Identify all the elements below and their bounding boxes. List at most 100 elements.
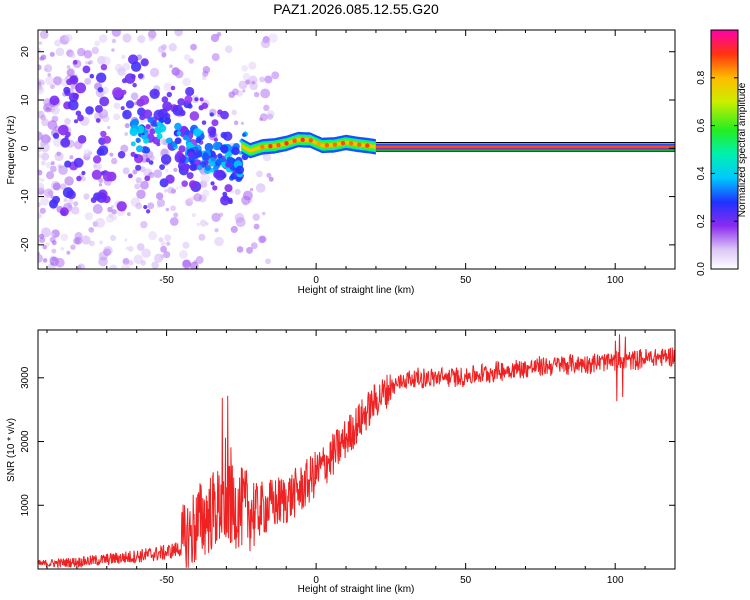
snr-xtick-label-100: 100	[607, 575, 624, 586]
spectrogram-ridge-band	[241, 134, 376, 156]
spectrogram-blob	[176, 130, 181, 136]
spectrogram-blob	[122, 257, 130, 265]
spectrogram-blob	[224, 184, 233, 193]
spectrogram-blob	[135, 137, 141, 143]
spectrogram-blob	[122, 33, 132, 43]
spectrogram-blob	[110, 214, 118, 221]
spectrogram-blob	[163, 188, 168, 193]
spectrogram-blob	[186, 141, 193, 149]
spectrogram-ridge-band	[241, 136, 376, 155]
spectrogram-blob	[69, 52, 76, 59]
spectrogram-blob	[81, 170, 86, 176]
spectrogram-blob	[184, 95, 193, 104]
spectrogram-blob	[100, 63, 108, 71]
spectrogram-blob	[268, 33, 278, 43]
spectrogram-blob	[84, 77, 92, 85]
spectrogram-ytick-label--10: -10	[20, 189, 31, 204]
spectrogram-ytick-label--20: -20	[20, 237, 31, 252]
spectrogram-blob	[204, 164, 211, 171]
spectrogram-blob	[160, 154, 172, 165]
spectrogram-blob	[41, 152, 50, 161]
spectrogram-blob	[46, 171, 55, 180]
spectrogram-blob	[151, 261, 159, 269]
spectrogram-blob	[174, 122, 182, 131]
spectrogram-blob	[195, 137, 202, 144]
spectrogram-blob	[264, 75, 273, 84]
spectrogram-blob	[134, 183, 141, 190]
spectrogram-blob	[83, 149, 92, 158]
spectrogram-blob	[98, 240, 104, 245]
spectrogram-blob	[143, 146, 151, 154]
snr-axes: -50 0 50 100 1000 2000 3000	[20, 330, 676, 586]
spectrogram-blob	[50, 105, 60, 115]
spectrogram-blob	[233, 120, 239, 126]
spectrogram-blob	[38, 152, 42, 159]
spectrogram-blob	[204, 142, 214, 152]
spectrogram-blob	[205, 222, 209, 226]
spectrogram-blob	[159, 164, 165, 171]
spectrogram-blob	[252, 213, 260, 221]
spectrogram-blob	[173, 212, 179, 218]
spectrogram-blob	[73, 59, 78, 65]
spectrogram-blob	[49, 95, 60, 106]
spectrogram-blob	[189, 111, 200, 121]
spectrogram-blob	[103, 135, 112, 144]
spectrogram-blob	[89, 73, 95, 79]
spectrogram-blob	[66, 68, 75, 77]
spectrogram-blob	[49, 256, 60, 267]
spectrogram-blob	[236, 246, 244, 253]
spectrogram-blob	[50, 84, 55, 90]
spectrogram-blob	[240, 121, 244, 125]
spectrogram-blob	[246, 246, 253, 254]
spectrogram-blob	[260, 144, 265, 150]
spectrogram-blob	[151, 121, 157, 127]
spectrogram-blob	[66, 250, 71, 255]
spectrogram-blob	[179, 185, 184, 189]
spectrogram-blob	[131, 118, 140, 127]
spectrogram-blob	[130, 151, 136, 157]
spectrogram-blob	[163, 82, 173, 92]
spectrogram-blob	[107, 125, 111, 130]
spectrogram-blob	[179, 250, 188, 259]
spectrogram-blob	[161, 96, 169, 103]
spectrogram-blob	[211, 119, 219, 127]
spectrogram-blob	[265, 258, 271, 265]
spectrogram-blob	[149, 128, 156, 135]
spectrogram-blob	[122, 109, 132, 120]
snr-ytick-label-3000: 3000	[20, 366, 31, 389]
spectrogram-blob	[77, 135, 87, 144]
spectrogram-blob	[191, 213, 196, 218]
spectrogram-blob	[213, 137, 219, 142]
spectrogram-blob	[136, 243, 145, 251]
spectrogram-blob	[95, 104, 103, 113]
spectrogram-blob	[83, 193, 90, 200]
spectrogram-blob	[230, 225, 238, 234]
spectrogram-blob	[40, 196, 50, 206]
spectrogram-blob	[182, 77, 191, 87]
spectrogram-blob	[63, 198, 68, 202]
figure-title: PAZ1.2026.085.12.55.G20	[273, 1, 439, 17]
spectrogram-blob	[165, 169, 169, 173]
spectrogram-blob	[258, 235, 266, 244]
spectrogram-blob	[199, 97, 204, 102]
spectrogram-blob	[168, 43, 177, 52]
spectrogram-blob	[88, 226, 95, 233]
spectrogram-blob	[214, 236, 224, 247]
spectrogram-blob	[137, 73, 144, 79]
spectrogram-blob	[112, 87, 123, 98]
spectrogram-blob	[40, 160, 46, 166]
spectrogram-blob	[266, 113, 274, 120]
colorbar-ticks: 0.0 0.2 0.4 0.6 0.8	[696, 70, 738, 276]
spectrogram-blob	[98, 183, 103, 187]
spectrogram-blob	[183, 54, 191, 61]
spectrogram-blob	[122, 167, 130, 175]
spectrogram-blob	[99, 96, 110, 107]
spectrogram-blob	[55, 47, 65, 57]
spectrogram-blob	[324, 143, 330, 148]
spectrogram-blob	[120, 144, 129, 153]
colorbar-tick-label-0.4: 0.4	[696, 166, 707, 180]
spectrogram-blob	[149, 67, 160, 78]
spectrogram-blob	[153, 91, 158, 96]
spectrogram-blob	[153, 169, 163, 178]
spectrogram-blob	[132, 82, 137, 88]
